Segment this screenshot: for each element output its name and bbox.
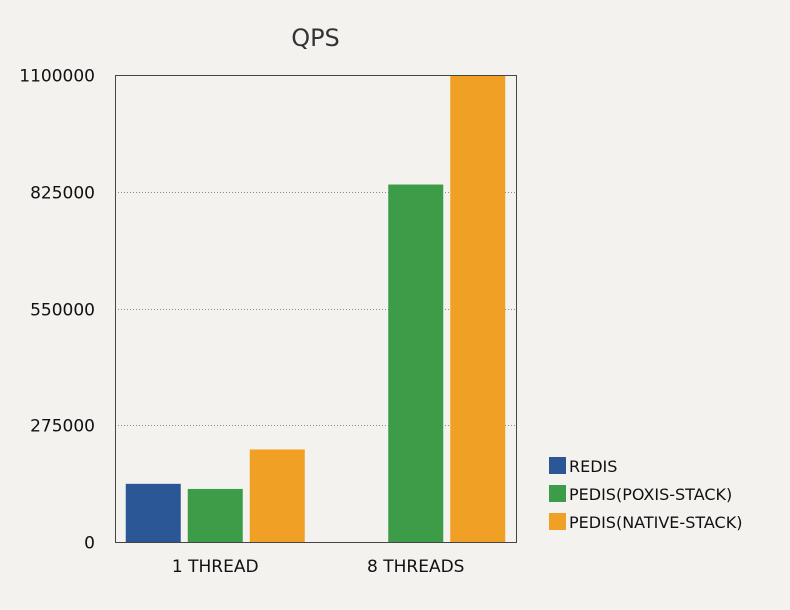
- legend-label: PEDIS(NATIVE-STACK): [569, 513, 742, 532]
- y-tick-label: 0: [84, 534, 95, 554]
- y-tick-label: 550000: [30, 301, 95, 321]
- y-tick-label: 275000: [30, 417, 95, 437]
- legend: REDIS PEDIS(POXIS-STACK) PEDIS(NATIVE-STAC…: [549, 457, 742, 532]
- bar-pedis-native-stack-0: [249, 449, 305, 542]
- legend-label: PEDIS(POXIS-STACK): [569, 485, 732, 504]
- bar-redis-0: [125, 483, 181, 542]
- x-category-label: 1 THREAD: [172, 557, 259, 577]
- plot-area-frame: [115, 75, 517, 543]
- gridlines: [115, 192, 516, 426]
- y-tick-label: 1100000: [19, 67, 95, 87]
- x-category-label: 8 THREADS: [367, 557, 464, 577]
- legend-swatch: [549, 457, 566, 474]
- bars: [125, 75, 506, 543]
- chart-title: QPS: [291, 24, 340, 52]
- legend-label: REDIS: [569, 457, 617, 476]
- bar-pedis-native-stack-1: [450, 75, 506, 542]
- y-axis-ticks: 0 275000 550000 825000 1100000: [19, 67, 95, 554]
- y-tick-label: 825000: [30, 184, 95, 204]
- bar-pedis-poxis-stack-0: [187, 488, 243, 542]
- x-axis-categories: 1 THREAD 8 THREADS: [172, 557, 465, 577]
- legend-swatch: [549, 513, 566, 530]
- legend-swatch: [549, 485, 566, 502]
- bar-pedis-poxis-stack-1: [388, 184, 444, 543]
